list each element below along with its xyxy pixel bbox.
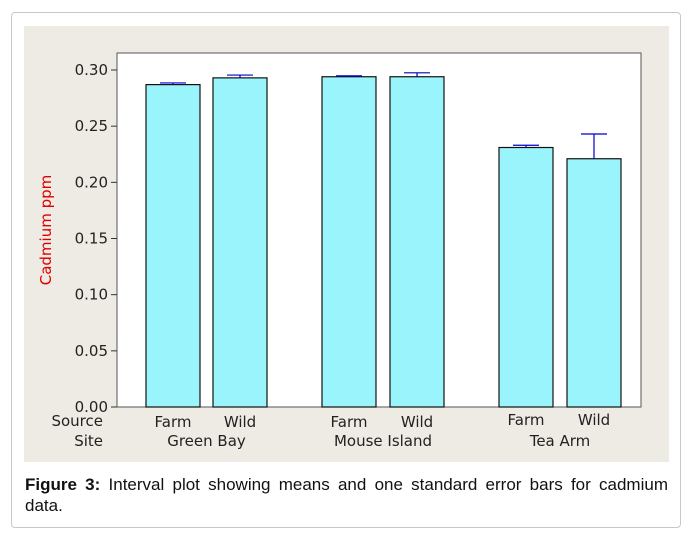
- x-source-label: Wild: [224, 413, 256, 431]
- y-tick-label: 0.05: [75, 342, 108, 360]
- x-site-label: Mouse Island: [334, 432, 432, 450]
- row-label-source: Source: [51, 412, 103, 430]
- y-tick-label: 0.00: [75, 398, 108, 416]
- y-tick-label: 0.10: [75, 286, 108, 304]
- x-source-label: Farm: [331, 413, 368, 431]
- x-source-label: Wild: [578, 411, 610, 429]
- y-axis-title: Cadmium ppm: [37, 175, 55, 286]
- bar: [389, 76, 445, 408]
- x-site-label: Green Bay: [167, 432, 246, 450]
- bar: [321, 76, 377, 408]
- bar: [145, 84, 201, 408]
- x-source-label: Farm: [155, 413, 192, 431]
- bar: [566, 158, 622, 408]
- y-tick-label: 0.20: [75, 173, 108, 191]
- caption-text: Interval plot showing means and one stan…: [25, 475, 668, 515]
- y-tick-label: 0.15: [75, 230, 108, 248]
- x-source-label: Farm: [508, 411, 545, 429]
- plot-area: [116, 52, 642, 408]
- row-label-site: Site: [74, 432, 103, 450]
- x-site-label: Tea Arm: [529, 432, 591, 450]
- x-source-label: Wild: [401, 413, 433, 431]
- y-tick-label: 0.30: [75, 61, 108, 79]
- caption-label: Figure 3:: [25, 475, 101, 494]
- bar: [498, 146, 554, 408]
- figure-caption: Figure 3: Interval plot showing means an…: [25, 474, 668, 516]
- bar: [212, 77, 268, 408]
- y-tick-label: 0.25: [75, 117, 108, 135]
